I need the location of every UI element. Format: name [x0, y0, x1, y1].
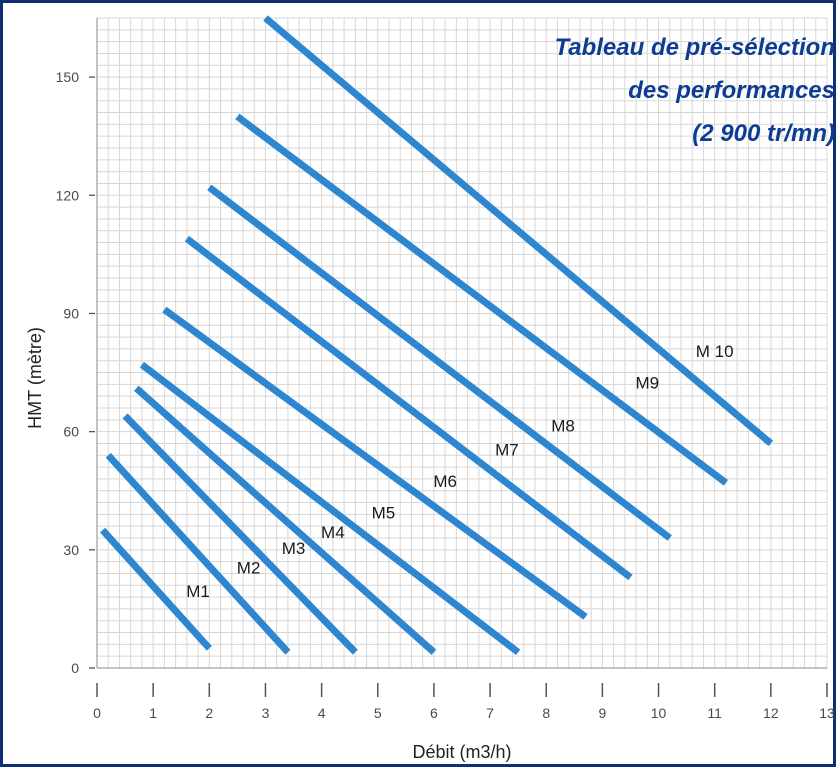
series-labels: M1 M2 M3 M4 M5 M6 M7 M8 M9 M 10	[186, 342, 733, 601]
series-label-m2: M2	[237, 558, 261, 577]
x-tick-label: 10	[651, 705, 667, 721]
series-line-m-10	[263, 15, 774, 447]
x-tick-label: 3	[262, 705, 270, 721]
series-label-m3: M3	[282, 539, 306, 558]
y-tick-label: 120	[56, 187, 80, 203]
series-label-m8: M8	[551, 417, 575, 436]
x-tick-label: 4	[318, 705, 326, 721]
series-line-m3	[122, 413, 358, 655]
x-tick-label: 1	[149, 705, 157, 721]
x-tick-label: 13	[819, 705, 835, 721]
series-label-m7: M7	[495, 440, 519, 459]
series-line-m6	[162, 306, 588, 620]
series-line-m9	[235, 113, 729, 486]
series-lines	[100, 15, 774, 656]
series-line-m8	[207, 184, 672, 541]
series-label-m5: M5	[372, 503, 396, 522]
x-tick-label: 8	[542, 705, 550, 721]
grid	[96, 17, 828, 669]
series-label-m6: M6	[433, 472, 457, 491]
x-tick-label: 9	[598, 705, 606, 721]
series-line-m1	[100, 527, 212, 651]
series-line-m7	[184, 235, 633, 581]
series-line-m4	[133, 385, 437, 655]
series-line-m2	[105, 452, 291, 655]
chart-title-line-2: des performances	[628, 77, 835, 104]
y-tick-label: 90	[63, 305, 79, 321]
x-tick-label: 6	[430, 705, 438, 721]
x-tick-label: 0	[93, 705, 101, 721]
x-tick-label: 11	[707, 705, 722, 721]
y-tick-label: 60	[63, 424, 79, 440]
x-tick-label: 7	[486, 705, 494, 721]
series-label-m9: M9	[635, 373, 659, 392]
x-tick-label: 12	[763, 705, 779, 721]
series-label-m1: M1	[186, 582, 210, 601]
series-label-m4: M4	[321, 523, 345, 542]
chart-title-line-3: (2 900 tr/mn)	[692, 120, 835, 147]
y-axis-label: HMT (mètre)	[25, 327, 45, 429]
y-tick-label: 30	[63, 542, 79, 558]
y-tick-label: 150	[56, 69, 80, 85]
chart-title-line-1: Tableau de pré-sélection	[554, 34, 835, 61]
x-axis-label: Débit (m3/h)	[412, 742, 511, 762]
x-tick-label: 5	[374, 705, 382, 721]
y-tick-label: 0	[71, 660, 79, 676]
series-label-m-10: M 10	[696, 342, 734, 361]
x-tick-label: 2	[205, 705, 213, 721]
series-line-m5	[139, 361, 521, 656]
